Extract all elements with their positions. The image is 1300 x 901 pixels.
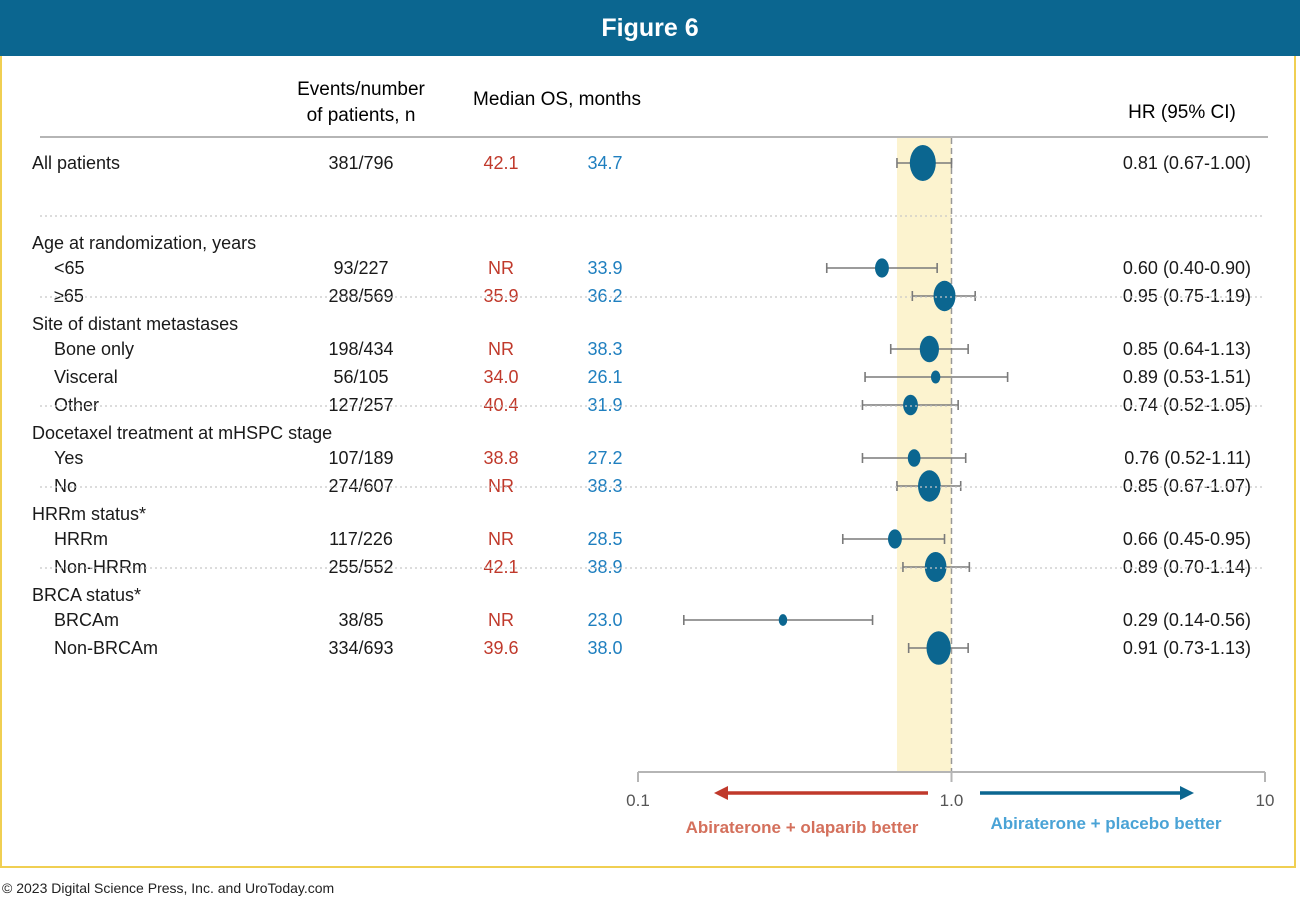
hr-marker	[888, 529, 902, 549]
row-label: Non-HRRm	[54, 557, 147, 577]
median-os-placebo: 38.3	[587, 476, 622, 496]
events-value: 334/693	[328, 638, 393, 658]
row-label: Non-BRCAm	[54, 638, 158, 658]
legend-olaparib-better: Abiraterone + olaparib better	[686, 818, 919, 837]
median-os-placebo: 34.7	[587, 153, 622, 173]
hr-value: 0.76 (0.52-1.11)	[1124, 448, 1251, 468]
hr-value: 0.89 (0.70-1.14)	[1123, 557, 1251, 577]
hr-value: 0.60 (0.40-0.90)	[1123, 258, 1251, 278]
col-header-events-1: Events/number	[297, 79, 425, 100]
hr-value: 0.95 (0.75-1.19)	[1123, 286, 1251, 306]
group-header: HRRm status*	[32, 504, 146, 524]
hr-marker	[924, 552, 947, 582]
median-os-placebo: 23.0	[587, 610, 622, 630]
row-label: All patients	[32, 153, 120, 173]
x-tick-label: 1.0	[940, 791, 964, 810]
median-os-placebo: 36.2	[587, 286, 622, 306]
row-label: Other	[54, 395, 99, 415]
col-header-events-2: of patients, n	[307, 105, 416, 126]
hr-marker	[903, 394, 918, 416]
hr-marker	[919, 335, 939, 363]
row-label: Visceral	[54, 367, 118, 387]
events-value: 288/569	[328, 286, 393, 306]
arrow-left-head	[714, 786, 728, 800]
row-label: HRRm	[54, 529, 108, 549]
median-os-olaparib: 40.4	[483, 395, 518, 415]
hr-marker	[930, 370, 941, 384]
median-os-olaparib: NR	[488, 610, 514, 630]
hr-marker	[907, 449, 921, 467]
median-os-olaparib: 35.9	[483, 286, 518, 306]
events-value: 56/105	[333, 367, 388, 387]
events-value: 274/607	[328, 476, 393, 496]
row-label: ≥65	[54, 286, 84, 306]
copyright-text: © 2023 Digital Science Press, Inc. and U…	[2, 880, 335, 896]
events-value: 93/227	[333, 258, 388, 278]
hr-value: 0.85 (0.67-1.07)	[1123, 476, 1251, 496]
group-header: Docetaxel treatment at mHSPC stage	[32, 423, 332, 443]
hr-value: 0.66 (0.45-0.95)	[1123, 529, 1251, 549]
events-value: 107/189	[328, 448, 393, 468]
events-value: 117/226	[329, 529, 393, 549]
events-value: 38/85	[338, 610, 383, 630]
group-header: Age at randomization, years	[32, 233, 256, 253]
median-os-placebo: 38.9	[587, 557, 622, 577]
hr-value: 0.81 (0.67-1.00)	[1123, 153, 1251, 173]
median-os-olaparib: 34.0	[483, 367, 518, 387]
median-os-olaparib: 38.8	[483, 448, 518, 468]
arrow-right-head	[1180, 786, 1194, 800]
favor-band	[896, 138, 952, 772]
row-label: Yes	[54, 448, 83, 468]
hr-value: 0.89 (0.53-1.51)	[1123, 367, 1251, 387]
events-value: 255/552	[328, 557, 393, 577]
x-tick-label: 10	[1256, 791, 1275, 810]
median-os-placebo: 33.9	[587, 258, 622, 278]
col-header-hr: HR (95% CI)	[1128, 102, 1236, 123]
median-os-olaparib: NR	[488, 258, 514, 278]
col-header-median-os: Median OS, months	[473, 89, 641, 110]
row-label: <65	[54, 258, 85, 278]
median-os-placebo: 31.9	[587, 395, 622, 415]
row-label: BRCAm	[54, 610, 119, 630]
median-os-placebo: 38.3	[587, 339, 622, 359]
median-os-placebo: 28.5	[587, 529, 622, 549]
median-os-olaparib: NR	[488, 339, 514, 359]
hr-marker	[778, 614, 788, 626]
median-os-olaparib: NR	[488, 476, 514, 496]
events-value: 127/257	[328, 395, 393, 415]
row-label: Bone only	[54, 339, 134, 359]
hr-marker	[909, 145, 936, 181]
hr-marker	[926, 631, 951, 665]
hr-value: 0.74 (0.52-1.05)	[1123, 395, 1251, 415]
median-os-olaparib: 42.1	[483, 153, 518, 173]
figure-title: Figure 6	[0, 0, 1300, 56]
hr-value: 0.29 (0.14-0.56)	[1123, 610, 1251, 630]
median-os-placebo: 38.0	[587, 638, 622, 658]
legend-placebo-better: Abiraterone + placebo better	[991, 814, 1222, 833]
hr-marker	[918, 470, 941, 502]
median-os-olaparib: NR	[488, 529, 514, 549]
group-header: Site of distant metastases	[32, 314, 238, 334]
hr-marker	[875, 258, 889, 278]
group-header: BRCA status*	[32, 585, 141, 605]
median-os-placebo: 26.1	[587, 367, 622, 387]
median-os-olaparib: 42.1	[483, 557, 518, 577]
median-os-placebo: 27.2	[587, 448, 622, 468]
hr-value: 0.85 (0.64-1.13)	[1123, 339, 1251, 359]
hr-value: 0.91 (0.73-1.13)	[1123, 638, 1251, 658]
figure-frame	[0, 56, 1296, 868]
row-label: No	[54, 476, 77, 496]
events-value: 381/796	[328, 153, 393, 173]
events-value: 198/434	[328, 339, 393, 359]
median-os-olaparib: 39.6	[483, 638, 518, 658]
x-tick-label: 0.1	[626, 791, 650, 810]
hr-marker	[933, 280, 956, 312]
